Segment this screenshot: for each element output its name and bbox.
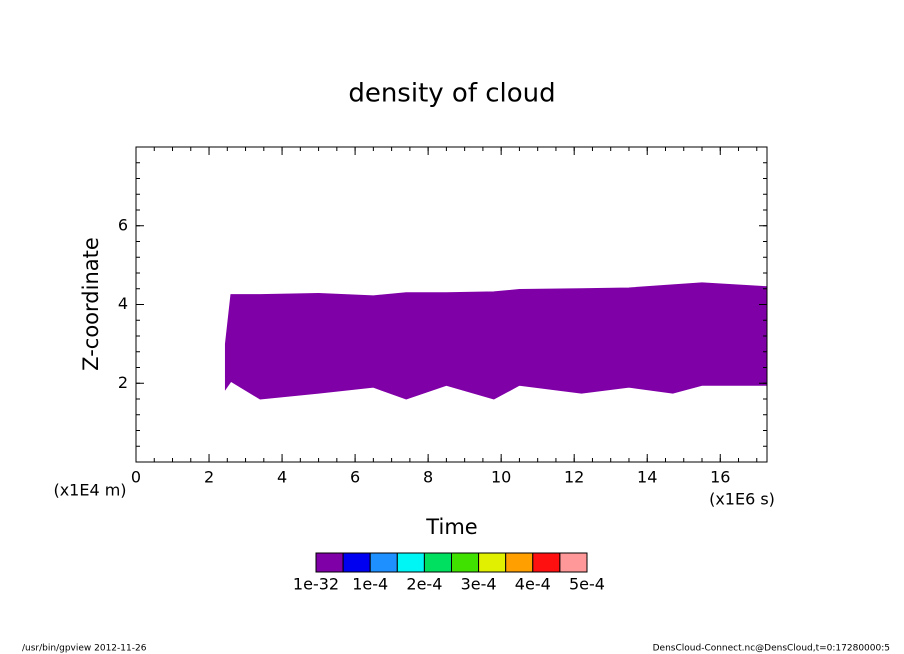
x-tick-label: 10 [491,468,511,487]
colorbar-label: 2e-4 [406,575,442,594]
x-tick-label: 6 [350,468,360,487]
x-axis-label: Time [425,515,477,539]
y-unit: (x1E4 m) [53,481,126,500]
x-tick-label: 12 [564,468,584,487]
colorbar-box [451,552,480,573]
colorbar-box [505,552,534,573]
y-tick-label: 4 [118,294,128,313]
colorbar-box [478,552,507,573]
y-axis-label: Z-coordinate [79,237,103,371]
x-tick-label: 2 [204,468,214,487]
colorbar-label: 4e-4 [515,575,551,594]
x-tick-label: 14 [637,468,657,487]
colorbar-label: 1e-32 [293,575,339,594]
x-tick-label: 4 [277,468,287,487]
colorbar-box [423,552,452,573]
chart-title: density of cloud [348,79,555,109]
colorbar-box [369,552,398,573]
y-tick-label: 6 [118,215,128,234]
colorbar-box [396,552,425,573]
colorbar-label: 3e-4 [461,575,497,594]
colorbar-box [342,552,371,573]
footer-right: DensCloud-Connect.nc@DensCloud,t=0:17280… [653,644,890,654]
x-unit: (x1E6 s) [709,490,775,509]
colorbar-label: 1e-4 [352,575,388,594]
colorbar-box [532,552,561,573]
x-tick-label: 16 [710,468,730,487]
x-tick-label: 8 [423,468,433,487]
colorbar-box [315,552,344,573]
density-band [224,282,768,400]
footer-left: /usr/bin/gpview 2012-11-26 [22,644,147,654]
colorbar-label: 5e-4 [569,575,605,594]
colorbar-box [559,552,588,573]
x-tick-label: 0 [131,468,141,487]
y-tick-label: 2 [118,373,128,392]
